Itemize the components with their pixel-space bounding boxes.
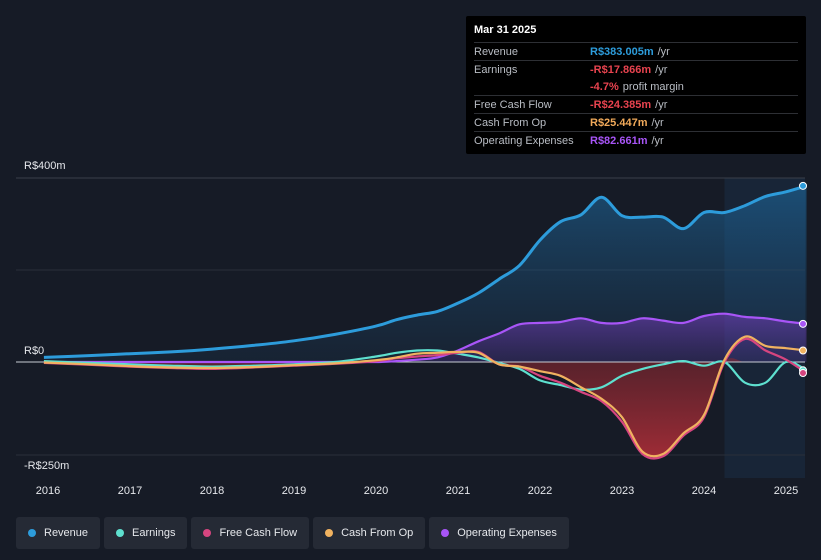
x-tick-label: 2024 xyxy=(692,485,716,497)
y-tick-label-top: R$400m xyxy=(24,160,66,172)
tooltip-value: R$82.661m xyxy=(590,135,648,147)
tooltip-label: Revenue xyxy=(474,46,590,58)
legend-label: Operating Expenses xyxy=(457,527,557,539)
x-tick-label: 2019 xyxy=(282,485,306,497)
tooltip-label: Earnings xyxy=(474,64,590,76)
operating-expenses-end-point xyxy=(800,320,807,327)
y-tick-label-bottom: -R$250m xyxy=(24,460,69,472)
tooltip-value: -R$24.385m xyxy=(590,99,651,111)
y-tick-label-zero: R$0 xyxy=(24,345,44,357)
x-tick-label: 2021 xyxy=(446,485,470,497)
legend-dot-icon xyxy=(441,529,449,537)
tooltip-value: R$25.447m xyxy=(590,117,648,129)
tooltip-unit: /yr xyxy=(652,135,664,147)
tooltip-value: R$383.005m xyxy=(590,46,654,58)
tooltip-unit: /yr xyxy=(652,117,664,129)
tooltip-label: Cash From Op xyxy=(474,117,590,129)
legend-dot-icon xyxy=(116,529,124,537)
tooltip-row-revenue: Revenue R$383.005m /yr xyxy=(474,42,798,60)
legend-item-revenue[interactable]: Revenue xyxy=(16,517,100,549)
tooltip-label: Operating Expenses xyxy=(474,135,590,147)
free-cash-flow-end-point xyxy=(800,370,807,377)
tooltip-unit: profit margin xyxy=(623,81,684,93)
legend-item-operating-expenses[interactable]: Operating Expenses xyxy=(429,517,569,549)
tooltip-unit: /yr xyxy=(658,46,670,58)
legend-item-cash-from-op[interactable]: Cash From Op xyxy=(313,517,425,549)
tooltip-row-cfo: Cash From Op R$25.447m /yr xyxy=(474,113,798,131)
legend-label: Cash From Op xyxy=(341,527,413,539)
legend-item-earnings[interactable]: Earnings xyxy=(104,517,187,549)
legend-item-free-cash-flow[interactable]: Free Cash Flow xyxy=(191,517,309,549)
x-tick-label: 2022 xyxy=(528,485,552,497)
x-tick-label: 2023 xyxy=(610,485,634,497)
legend-dot-icon xyxy=(28,529,36,537)
cash-from-op-negative-area xyxy=(44,358,807,456)
tooltip-unit: /yr xyxy=(655,99,667,111)
x-tick-label: 2020 xyxy=(364,485,388,497)
tooltip-unit: /yr xyxy=(655,64,667,76)
x-tick-label: 2018 xyxy=(200,485,224,497)
legend-dot-icon xyxy=(325,529,333,537)
tooltip-row-fcf: Free Cash Flow -R$24.385m /yr xyxy=(474,95,798,113)
tooltip-row-margin: -4.7% profit margin xyxy=(474,78,798,95)
tooltip-date: Mar 31 2025 xyxy=(474,24,798,36)
legend-label: Revenue xyxy=(44,527,88,539)
tooltip-value: -R$17.866m xyxy=(590,64,651,76)
tooltip-value: -4.7% xyxy=(590,81,619,93)
tooltip-label: Free Cash Flow xyxy=(474,99,590,111)
cash-from-op-end-point xyxy=(800,347,807,354)
legend: Revenue Earnings Free Cash Flow Cash Fro… xyxy=(16,517,569,549)
legend-dot-icon xyxy=(203,529,211,537)
x-tick-label: 2025 xyxy=(774,485,798,497)
x-tick-label: 2016 xyxy=(36,485,60,497)
tooltip: Mar 31 2025 Revenue R$383.005m /yr Earni… xyxy=(466,16,806,154)
x-tick-label: 2017 xyxy=(118,485,142,497)
legend-label: Free Cash Flow xyxy=(219,527,297,539)
revenue-end-point xyxy=(800,182,807,189)
tooltip-row-earnings: Earnings -R$17.866m /yr xyxy=(474,60,798,78)
legend-label: Earnings xyxy=(132,527,175,539)
tooltip-row-opex: Operating Expenses R$82.661m /yr xyxy=(474,131,798,149)
